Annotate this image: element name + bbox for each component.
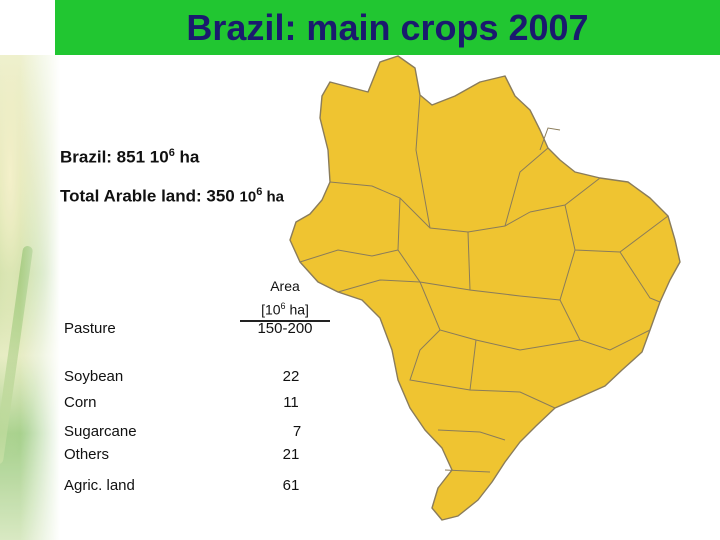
row-value-agric-land: 61 bbox=[282, 477, 300, 494]
row-label-corn: Corn bbox=[64, 394, 97, 411]
area-prefix: Brazil: 851 10 bbox=[60, 147, 169, 167]
header-unit-prefix: [10 bbox=[261, 301, 281, 318]
table-header: Area [106 ha] bbox=[240, 276, 330, 320]
header-unit-label: [106 ha] bbox=[240, 296, 330, 320]
area-exponent: 6 bbox=[168, 147, 175, 159]
row-value-pasture: 150-200 bbox=[257, 320, 313, 337]
header-unit-exponent: 6 bbox=[280, 301, 286, 311]
header-area-label: Area bbox=[270, 278, 300, 294]
row-label-others: Others bbox=[64, 446, 110, 463]
arable-base: 10 bbox=[239, 188, 257, 206]
brazil-outline bbox=[289, 55, 681, 521]
arable-prefix: Total Arable land: 350 bbox=[60, 186, 240, 206]
header-divider bbox=[240, 320, 330, 322]
row-value-soybean: 22 bbox=[282, 368, 300, 385]
arable-unit: ha bbox=[262, 188, 284, 206]
area-unit: ha bbox=[174, 147, 200, 167]
brazil-area-stat: Brazil: 851 106 ha bbox=[60, 147, 199, 168]
decorative-leaf-background bbox=[0, 55, 60, 540]
leaf-stripe bbox=[0, 245, 34, 465]
row-value-others: 21 bbox=[282, 446, 300, 463]
title-bar: Brazil: main crops 2007 bbox=[55, 0, 720, 55]
row-label-pasture: Pasture bbox=[64, 320, 116, 337]
arable-exponent: 6 bbox=[256, 186, 263, 198]
arable-land-stat: Total Arable land: 350 106 ha bbox=[60, 186, 288, 207]
row-value-sugarcane: 7 bbox=[292, 423, 302, 440]
row-label-sugarcane: Sugarcane bbox=[64, 423, 137, 440]
row-label-soybean: Soybean bbox=[64, 368, 124, 385]
row-label-agric-land: Agric. land bbox=[64, 477, 135, 494]
state-borders bbox=[299, 94, 669, 473]
page-title: Brazil: main crops 2007 bbox=[186, 6, 589, 48]
row-value-corn: 11 bbox=[283, 394, 299, 411]
header-unit-suffix: ha] bbox=[285, 301, 309, 318]
